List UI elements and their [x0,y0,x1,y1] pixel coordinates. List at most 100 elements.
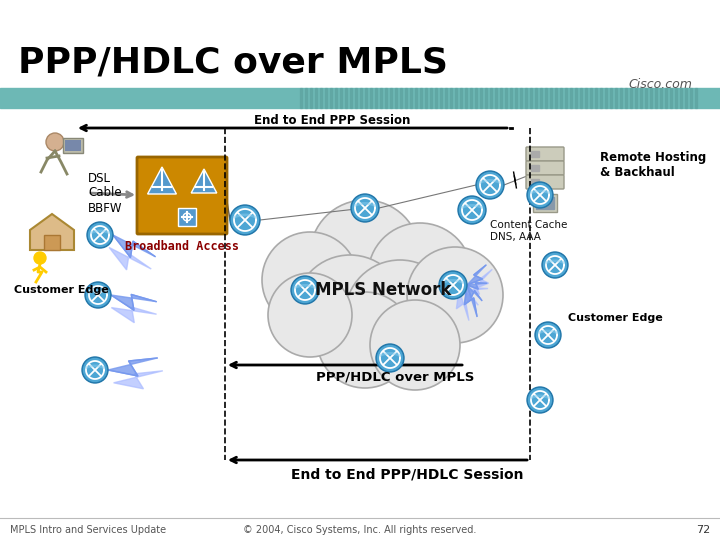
Bar [531,179,539,185]
Polygon shape [192,169,217,193]
Bar [490,88,492,108]
Circle shape [86,284,109,307]
Bar [533,194,557,212]
Bar [670,88,672,108]
Bar [625,88,627,108]
Text: Cisco.com: Cisco.com [628,78,692,91]
Circle shape [528,184,552,206]
FancyBboxPatch shape [526,161,564,175]
Circle shape [459,198,485,222]
Bar [350,88,352,108]
Circle shape [310,200,420,310]
Bar [685,88,687,108]
Bar [640,88,642,108]
Circle shape [377,346,402,370]
Circle shape [84,359,107,381]
Bar [440,88,442,108]
Circle shape [82,357,108,383]
Bar [495,88,497,108]
Polygon shape [113,235,155,258]
Bar [560,88,562,108]
Bar [665,88,667,108]
Bar [610,88,612,108]
Bar [375,88,377,108]
Circle shape [89,224,112,246]
Bar [531,165,539,171]
Bar [360,88,362,108]
Text: Broadband Access: Broadband Access [125,240,239,253]
Bar [310,88,312,108]
Circle shape [477,172,503,198]
Bar [325,88,327,108]
Bar [470,88,472,108]
Bar [65,140,81,151]
Text: DSL
Cable
BBFW: DSL Cable BBFW [88,172,122,214]
Circle shape [34,252,46,264]
Bar [395,88,397,108]
Bar [465,88,467,108]
Polygon shape [456,289,469,321]
Bar [555,88,557,108]
Circle shape [295,255,405,365]
Bar [420,88,422,108]
Bar [650,88,652,108]
Bar [450,88,452,108]
Bar [480,88,482,108]
Bar [335,88,337,108]
Bar [505,88,507,108]
Circle shape [46,133,64,151]
Bar [645,88,647,108]
Text: © 2004, Cisco Systems, Inc. All rights reserved.: © 2004, Cisco Systems, Inc. All rights r… [243,525,477,535]
Polygon shape [464,290,478,305]
Text: 72: 72 [696,525,710,535]
Text: PPP/HDLC over MPLS: PPP/HDLC over MPLS [18,45,448,79]
Circle shape [368,223,472,327]
Bar [515,88,517,108]
Bar [0,88,720,108]
Circle shape [370,300,460,390]
Circle shape [268,273,352,357]
Bar [595,88,597,108]
Polygon shape [467,283,487,289]
Polygon shape [469,288,488,294]
Circle shape [351,194,379,222]
Text: Remote Hosting
& Backhaul: Remote Hosting & Backhaul [600,151,706,179]
Circle shape [317,292,413,388]
Polygon shape [473,269,492,289]
Circle shape [439,271,467,299]
Circle shape [527,182,553,208]
Bar [520,88,522,108]
Bar [475,88,477,108]
Bar [415,88,417,108]
Bar [690,88,692,108]
Bar [370,88,372,108]
Bar [410,88,412,108]
Polygon shape [148,167,176,194]
Circle shape [232,206,258,233]
Polygon shape [108,358,157,376]
Bar [655,88,657,108]
Bar [300,88,302,108]
Bar [455,88,457,108]
Bar [550,88,552,108]
Bar [525,88,527,108]
Bar [680,88,682,108]
Circle shape [544,253,567,276]
Bar [63,138,83,153]
Circle shape [527,387,553,413]
Polygon shape [467,285,482,300]
Circle shape [291,276,319,304]
Bar [695,88,697,108]
Bar [635,88,637,108]
Bar [435,88,437,108]
Bar [405,88,407,108]
Bar [305,88,307,108]
Bar [320,88,322,108]
Bar [460,88,462,108]
Bar [675,88,677,108]
Text: End to End PPP Session: End to End PPP Session [254,113,410,126]
Circle shape [353,195,377,220]
Bar [425,88,427,108]
Bar [531,151,539,157]
Text: Customer Edge: Customer Edge [568,313,662,323]
